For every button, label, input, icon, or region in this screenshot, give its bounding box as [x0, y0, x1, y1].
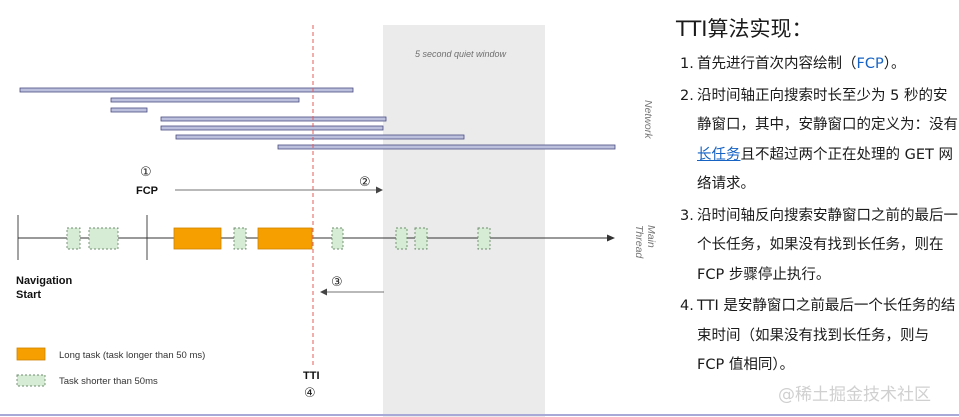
step-text: 首先进行首次内容绘制（: [697, 56, 857, 72]
step-number: 1.: [680, 56, 694, 72]
step-text: ）。: [883, 56, 906, 72]
network-request-bar: [19, 87, 354, 93]
forward-search-arrowhead: [376, 186, 383, 194]
step4-marker: ④: [304, 385, 316, 400]
step-item-4: 4. TTI 是安静窗口之前最后一个长任务的结束时间（如果没有找到长任务，则与 …: [672, 292, 959, 381]
quiet-window-area: [383, 25, 545, 417]
watermark: @稀土掘金技术社区: [778, 385, 931, 405]
long-task-link[interactable]: 长任务: [697, 146, 741, 163]
short-tasks: [66, 227, 491, 250]
short-task: [331, 227, 344, 250]
step-item-3: 3. 沿时间轴反向搜索安静窗口之前的最后一个长任务，如果没有找到长任务，则在 F…: [672, 202, 959, 291]
step3-marker: ③: [331, 274, 343, 289]
step1-marker: ①: [140, 164, 152, 179]
long-task: [257, 227, 313, 250]
legend-short-label: Task shorter than 50ms: [59, 376, 158, 387]
step-item-2: 2. 沿时间轴正向搜索时长至少为 5 秒的安静窗口，其中，安静窗口的定义为：没有…: [672, 82, 959, 200]
long-tasks: [173, 227, 313, 250]
step-text: TTI 是安静窗口之前最后一个长任务的结束时间（如果没有找到长任务，则与 FCP…: [697, 298, 956, 373]
fcp-label: FCP: [136, 185, 158, 197]
network-request-bar: [175, 134, 465, 140]
long-task: [173, 227, 222, 250]
tti-algorithm-panel: TTI算法实现： 1. 首先进行首次内容绘制（FCP）。 2. 沿时间轴正向搜索…: [672, 14, 959, 414]
network-request-bar: [277, 144, 616, 150]
short-task: [477, 227, 491, 250]
tti-diagram: 5 second quiet window Network ① FCP ② Ma…: [16, 25, 657, 417]
backward-search-arrowhead: [320, 288, 327, 296]
step-number: 3.: [680, 207, 694, 224]
bottom-divider: [0, 414, 959, 416]
short-task: [66, 227, 81, 250]
network-requests: [19, 87, 616, 150]
short-task: [414, 227, 428, 250]
main-thread-label-line2: Thread: [633, 225, 645, 259]
network-label: Network: [642, 100, 654, 139]
short-task: [395, 227, 408, 250]
network-request-bar: [110, 107, 148, 113]
step-text: 且不超过两个正在处理的 GET 网络请求。: [697, 146, 953, 193]
legend-long-label: Long task (task longer than 50 ms): [59, 350, 205, 361]
step-number: 2.: [680, 87, 694, 104]
step2-marker: ②: [359, 174, 371, 189]
tti-label: TTI: [303, 370, 320, 382]
fcp-link[interactable]: FCP: [856, 56, 884, 72]
main-thread-label: Main Thread: [633, 225, 657, 259]
short-task: [88, 227, 119, 250]
navigation-start-label: Navigation Start: [16, 275, 75, 301]
short-task: [233, 227, 247, 250]
navigation-start-line2: Start: [16, 289, 41, 301]
navigation-start-line1: Navigation: [16, 275, 73, 287]
network-request-bar: [160, 116, 387, 122]
legend-long-swatch: [16, 347, 46, 361]
step-text: 沿时间轴反向搜索安静窗口之前的最后一个长任务，如果没有找到长任务，则在 FCP …: [697, 207, 958, 283]
step-item-1: 1. 首先进行首次内容绘制（FCP）。: [672, 50, 959, 80]
network-request-bar: [160, 125, 384, 131]
step-text: 沿时间轴正向搜索时长至少为 5 秒的安静窗口，其中，安静窗口的定义为：没有: [697, 87, 958, 134]
main-thread-arrowhead: [607, 234, 615, 242]
legend-short-swatch: [16, 374, 46, 387]
quiet-window-label: 5 second quiet window: [415, 49, 507, 59]
steps-list: 1. 首先进行首次内容绘制（FCP）。 2. 沿时间轴正向搜索时长至少为 5 秒…: [672, 50, 959, 381]
network-request-bar: [110, 97, 300, 103]
step-number: 4.: [680, 298, 694, 314]
main-thread-label-line1: Main: [645, 225, 657, 248]
panel-title: TTI算法实现：: [676, 17, 813, 41]
